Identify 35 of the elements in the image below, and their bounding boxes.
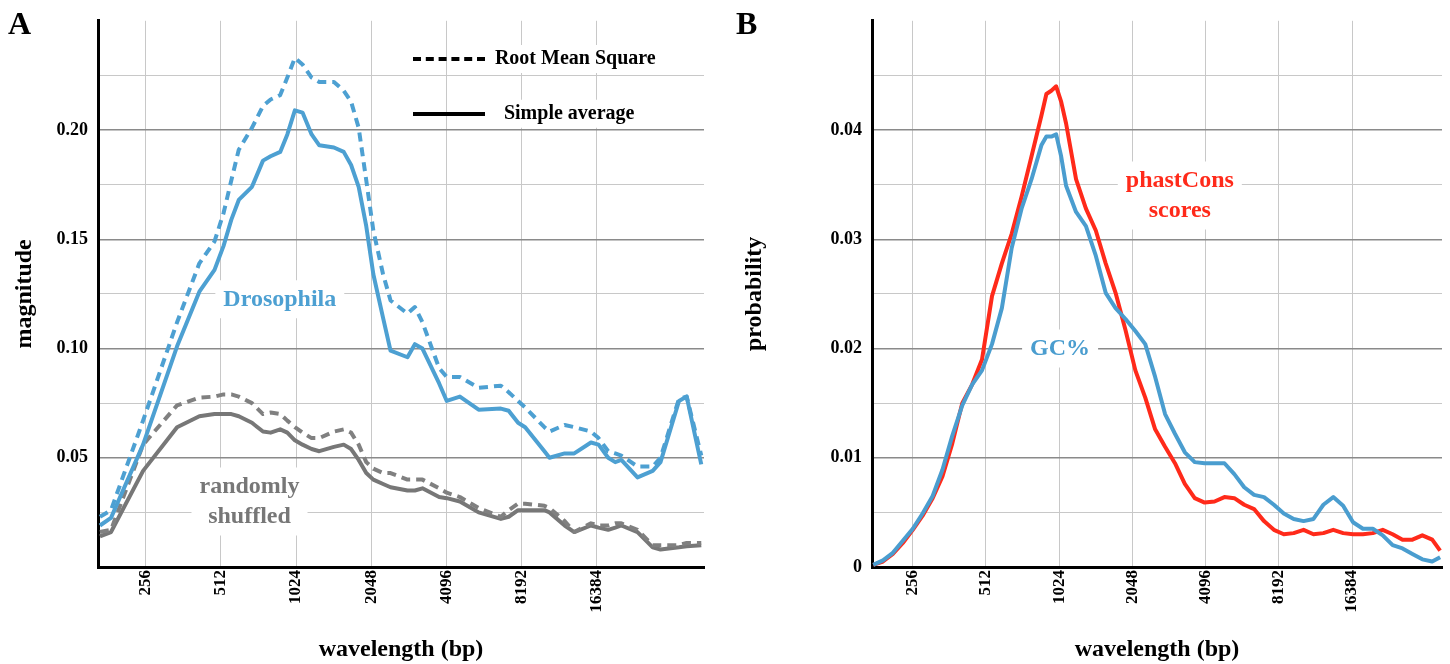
x-tick-label: 512: [975, 570, 995, 596]
y-tick-label: 0.10: [56, 337, 88, 358]
x-tick-label: 256: [135, 570, 155, 596]
y-tick-label: 0.05: [56, 446, 88, 467]
y-tick-label: 0.04: [830, 118, 862, 139]
annotation: Root Mean Square: [494, 46, 656, 70]
x-tick-label: 8192: [1268, 570, 1288, 604]
x-tick-label: 256: [902, 570, 922, 596]
x-tick-label: 16384: [1341, 569, 1361, 613]
series-label: randomly shuffled: [199, 471, 300, 528]
x-tick-label: 1024: [285, 569, 305, 604]
y-tick-label: 0.15: [56, 227, 88, 248]
y-tick-label: 0.03: [830, 227, 862, 248]
series-label: GC%: [1030, 333, 1091, 360]
x-axis-title: wavelength (bp): [318, 634, 484, 661]
chart-title: B: [736, 5, 758, 42]
series-label: Drosophila: [223, 284, 337, 311]
y-tick-label: 0.01: [830, 446, 862, 467]
y-tick-label: 0.20: [56, 118, 88, 139]
y-tick-label: 0: [853, 555, 862, 576]
x-tick-label: 4096: [1195, 570, 1215, 604]
x-tick-label: 4096: [435, 570, 455, 604]
x-tick-label: 512: [210, 570, 230, 596]
annotation: Simple average: [503, 100, 635, 124]
x-axis-title: wavelength (bp): [1074, 634, 1240, 661]
chart-title: A: [8, 5, 32, 42]
x-tick-label: 8192: [511, 570, 531, 604]
y-axis-title: probability: [739, 236, 766, 352]
x-tick-label: 1024: [1048, 569, 1068, 604]
x-tick-label: 2048: [360, 570, 380, 604]
y-tick-label: 0.02: [830, 337, 862, 358]
y-axis-title: magnitude: [9, 238, 36, 349]
x-tick-label: 16384: [586, 569, 606, 613]
x-tick-label: 2048: [1121, 570, 1141, 604]
series-label: phastCons scores: [1125, 165, 1234, 222]
